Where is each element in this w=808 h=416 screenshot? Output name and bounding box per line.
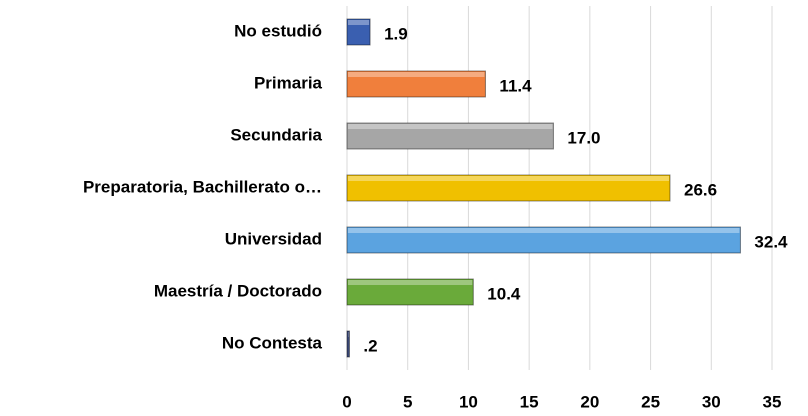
bar-highlight (348, 72, 485, 77)
bar (346, 330, 350, 358)
y-tick-label: Secundaria (230, 125, 322, 144)
bar-highlight (348, 124, 553, 129)
bar (346, 278, 474, 306)
x-tick-label: 10 (459, 392, 478, 411)
y-tick-label: Preparatoria, Bachillerato o… (83, 177, 322, 196)
x-tick-label: 0 (342, 392, 351, 411)
bar-highlight (348, 332, 349, 337)
y-tick-label: No Contesta (222, 333, 323, 352)
y-tick-label: Maestría / Doctorado (154, 281, 322, 300)
bar (346, 18, 371, 46)
bar-highlight (348, 228, 740, 233)
value-label: 32.4 (754, 232, 788, 251)
value-label: 10.4 (487, 284, 521, 303)
bar (346, 70, 486, 98)
bar (346, 174, 671, 202)
y-tick-label: Primaria (254, 73, 323, 92)
value-label: 11.4 (499, 76, 532, 95)
x-tick-label: 30 (702, 392, 721, 411)
x-tick-label: 20 (580, 392, 599, 411)
value-label: 17.0 (567, 128, 600, 147)
bar-highlight (348, 176, 669, 181)
bar (346, 226, 741, 254)
y-tick-label: Universidad (225, 229, 322, 248)
value-label: .2 (363, 336, 377, 355)
x-tick-label: 35 (763, 392, 782, 411)
x-tick-label: 15 (520, 392, 539, 411)
bar-highlight (348, 20, 370, 25)
y-tick-label: No estudió (234, 21, 322, 40)
bar-highlight (348, 280, 473, 285)
bar (346, 122, 554, 150)
value-label: 1.9 (384, 24, 408, 43)
x-tick-label: 25 (641, 392, 660, 411)
x-tick-label: 5 (403, 392, 412, 411)
value-label: 26.6 (684, 180, 717, 199)
